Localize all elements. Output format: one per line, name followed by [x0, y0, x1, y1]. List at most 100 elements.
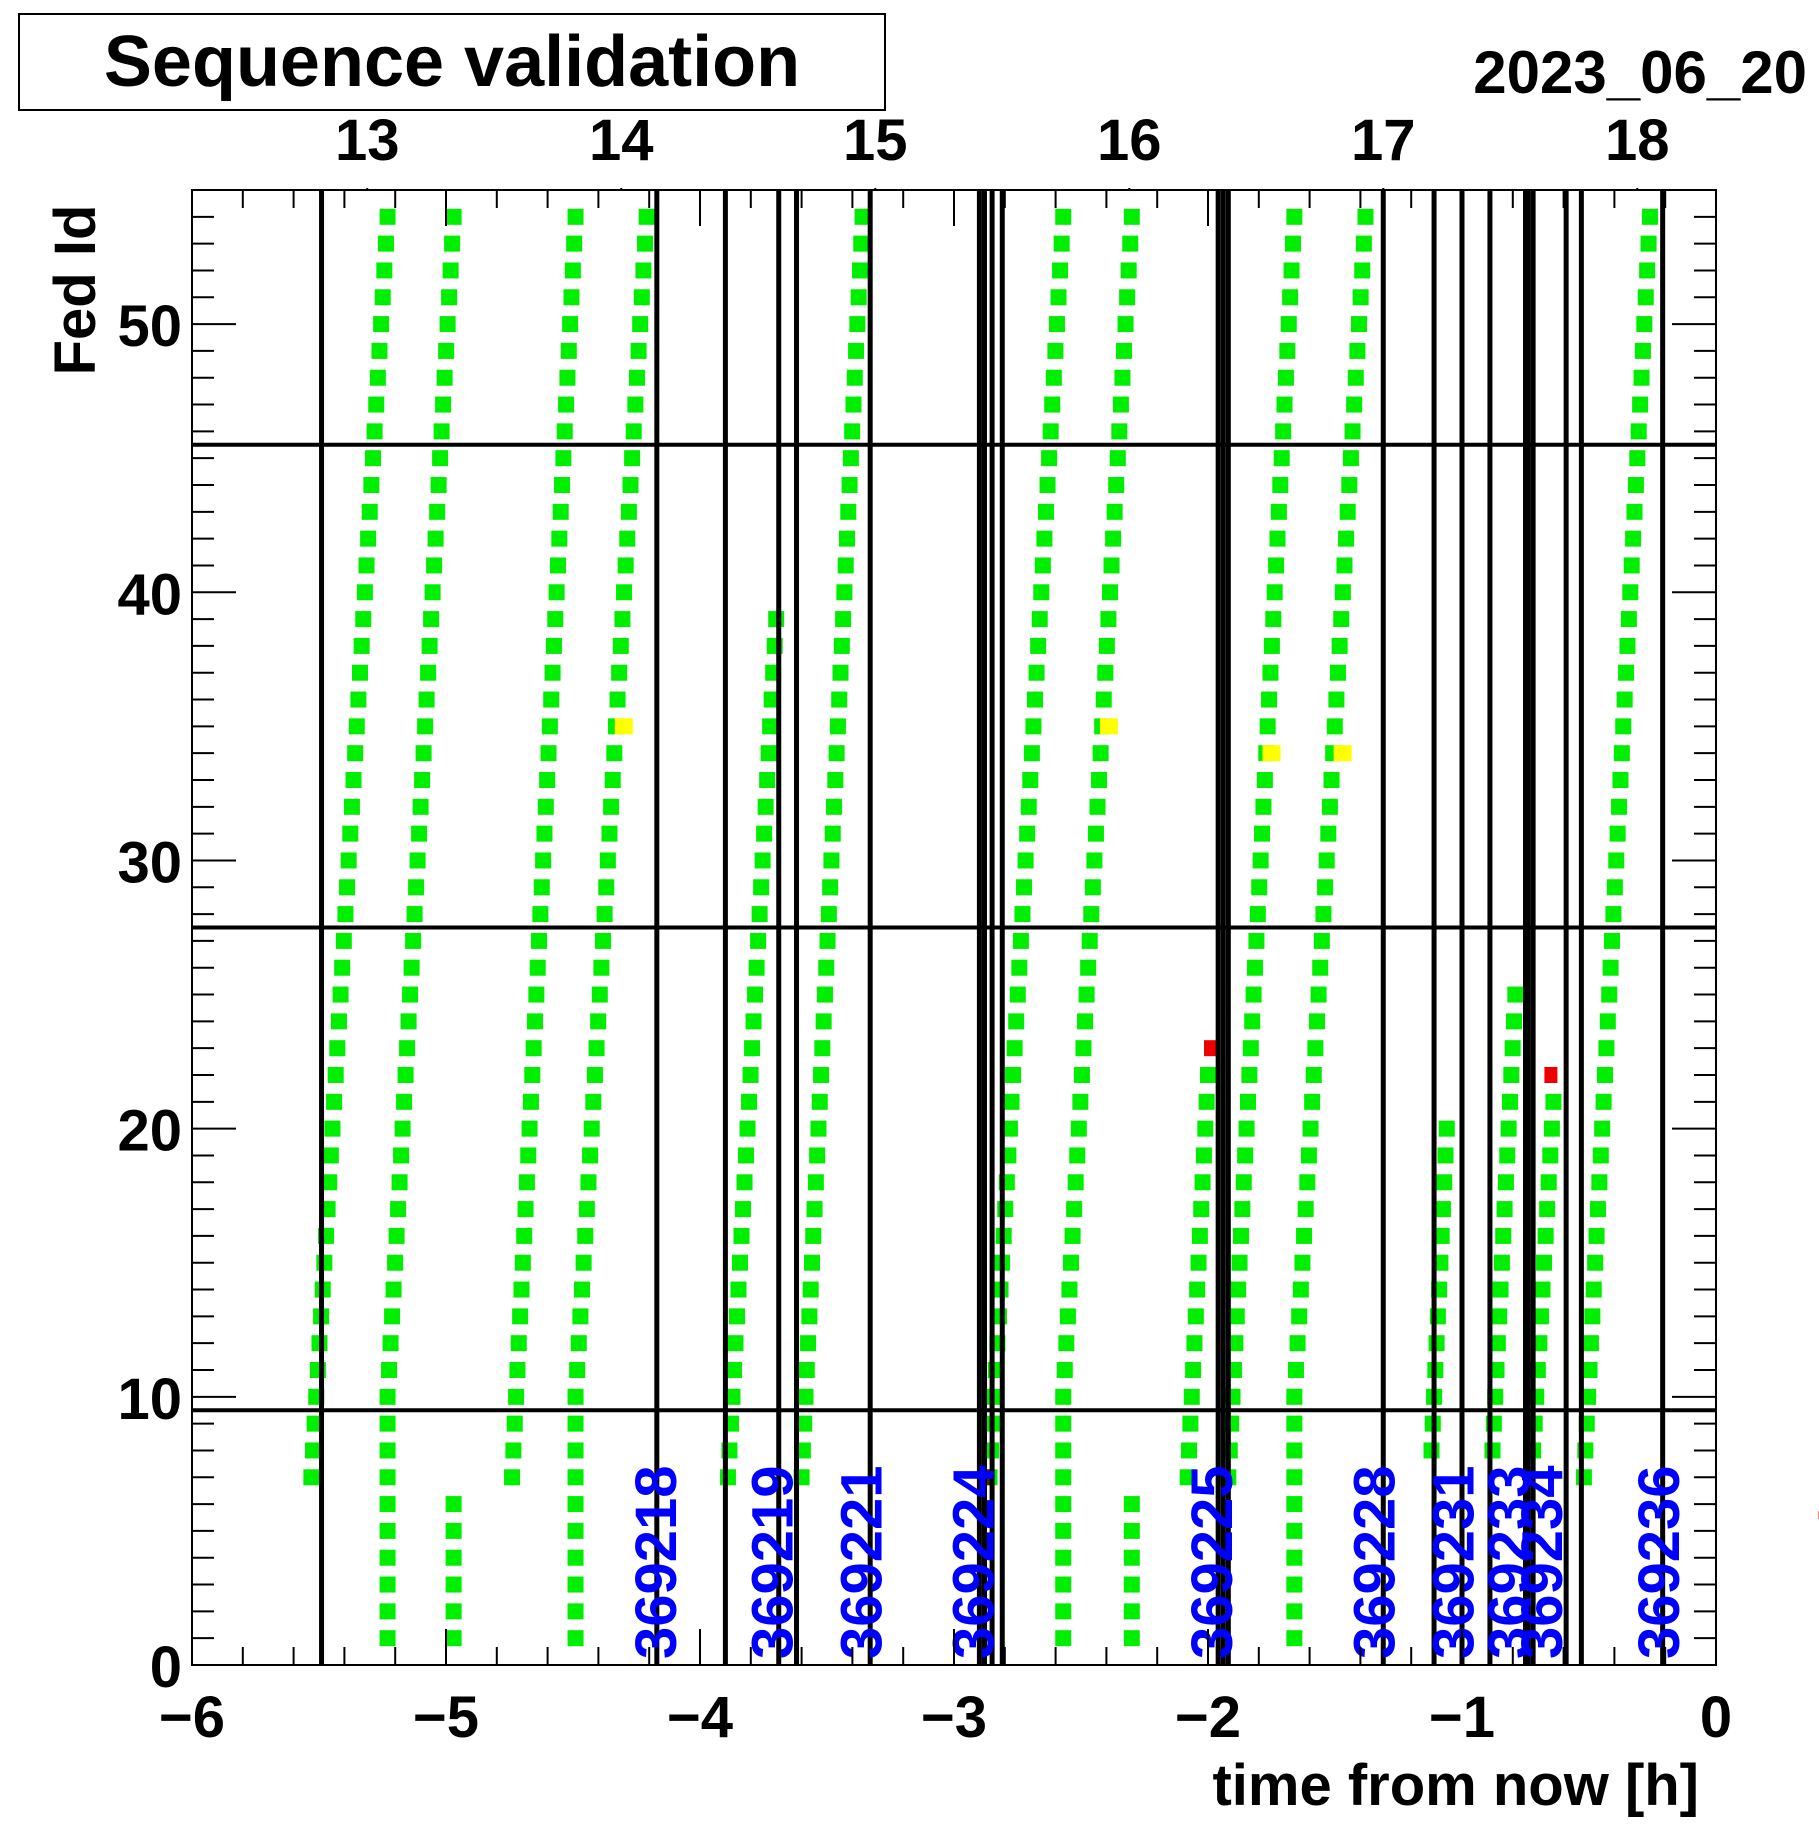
sequence-cell — [1428, 1335, 1445, 1352]
sequence-cell — [539, 772, 556, 788]
sequence-cell — [1341, 477, 1358, 493]
sequence-cell — [596, 906, 613, 923]
sequence-cell — [1321, 798, 1338, 815]
sequence-cell — [1273, 450, 1290, 467]
sequence-cell — [1305, 1067, 1322, 1083]
sequence-cell — [739, 1120, 756, 1137]
y-tick-label: 0 — [150, 1635, 182, 1700]
sequence-cell — [850, 289, 867, 306]
sequence-cell — [1606, 879, 1623, 896]
sequence-cell — [820, 906, 837, 923]
run-number-label: 369231 — [1421, 1465, 1486, 1659]
sequence-cell — [1033, 584, 1050, 601]
sequence-cell — [1330, 664, 1347, 681]
sequence-cell — [1055, 1388, 1072, 1405]
sequence-cell — [1619, 637, 1636, 654]
sequence-cell — [1231, 1254, 1248, 1271]
sequence-cell — [423, 611, 440, 628]
sequence-cell — [1532, 1308, 1549, 1325]
sequence-cell — [567, 1549, 584, 1566]
sequence-cell — [1283, 262, 1300, 279]
sequence-cell — [738, 1147, 755, 1164]
sequence-cell — [1602, 959, 1619, 976]
sequence-cell — [1081, 932, 1098, 949]
sequence-cell — [1423, 1442, 1440, 1459]
sequence-cell — [1605, 906, 1622, 923]
sequence-cell — [1500, 1120, 1517, 1137]
sequence-cell — [1291, 1308, 1308, 1325]
sequence-cell — [305, 1442, 322, 1459]
sequence-cell — [1261, 691, 1278, 708]
sequence-cell — [563, 289, 580, 306]
sequence-cell — [1069, 1147, 1086, 1164]
sequence-cell — [381, 1362, 398, 1378]
sequence-cell — [748, 959, 765, 976]
sequence-cell — [1357, 208, 1374, 225]
sequence-cell — [1581, 1362, 1598, 1378]
sequence-cell — [1501, 1093, 1518, 1110]
sequence-cell — [601, 825, 618, 842]
sequence-cell — [1106, 503, 1123, 520]
sequence-cell — [632, 316, 649, 333]
sequence-cell — [402, 986, 419, 1003]
sequence-cell — [441, 289, 458, 306]
sequence-cell — [1016, 879, 1033, 896]
sequence-cell — [1279, 342, 1296, 359]
sequence-cell — [445, 1496, 462, 1513]
sequence-cell — [384, 1308, 401, 1325]
sequence-cell — [730, 1281, 747, 1298]
sequence-cell — [1248, 932, 1265, 949]
sequence-cell — [590, 1013, 607, 1030]
sequence-cell — [358, 557, 375, 574]
sequence-cell — [1344, 423, 1361, 440]
sequence-cell — [355, 611, 372, 628]
sequence-cell — [1100, 611, 1117, 628]
date-label: 2023_06_20 — [1473, 39, 1807, 106]
sequence-cell — [1055, 1442, 1072, 1459]
sequence-cell — [1059, 1308, 1076, 1325]
sequence-cell — [562, 316, 579, 333]
sequence-cell — [1095, 691, 1112, 708]
sequence-cell — [1323, 772, 1340, 788]
sequence-cell — [1238, 1120, 1255, 1137]
sequence-cell — [1640, 235, 1657, 252]
sequence-cell — [604, 772, 621, 788]
sequence-cell — [735, 1201, 752, 1218]
run-number-label: 369224 — [941, 1465, 1006, 1659]
sequence-cell — [807, 1174, 824, 1191]
sequence-cell — [828, 745, 845, 762]
sequence-cell — [805, 1227, 822, 1244]
sequence-cell — [1194, 1174, 1211, 1191]
sequence-cell — [803, 1254, 820, 1271]
sequence-cell — [1634, 342, 1651, 359]
sequence-cell — [352, 664, 369, 681]
sequence-cell — [1598, 1040, 1615, 1057]
sequence-cell — [763, 691, 780, 708]
sequence-cell — [1055, 1469, 1072, 1486]
sequence-cell — [1020, 798, 1037, 815]
sequence-cell — [1637, 289, 1654, 306]
sequence-cell — [569, 1362, 586, 1378]
sequence-cell — [1437, 1147, 1454, 1164]
sequence-cell — [630, 342, 647, 359]
sequence-cell — [1300, 1147, 1317, 1164]
sequence-cell — [744, 1040, 761, 1057]
sequence-cell — [627, 396, 644, 413]
sequence-cell — [724, 1388, 741, 1405]
sequence-cell — [1262, 664, 1279, 681]
sequence-cell — [760, 745, 777, 762]
sequence-cell — [1266, 584, 1283, 601]
sequence-cell — [633, 289, 650, 306]
sequence-cell — [533, 879, 550, 896]
sequence-cell — [1123, 1630, 1140, 1647]
axis-ticks — [191, 188, 1717, 1666]
sequence-cell — [1505, 1013, 1522, 1030]
sequence-cell — [1615, 718, 1632, 735]
sequence-cell — [1036, 530, 1053, 547]
sequence-cell — [603, 798, 620, 815]
sequence-cell — [1488, 1362, 1505, 1378]
sequence-cell — [1582, 1335, 1599, 1352]
sequence-cell — [1296, 1227, 1313, 1244]
sequence-cell — [1111, 423, 1128, 440]
